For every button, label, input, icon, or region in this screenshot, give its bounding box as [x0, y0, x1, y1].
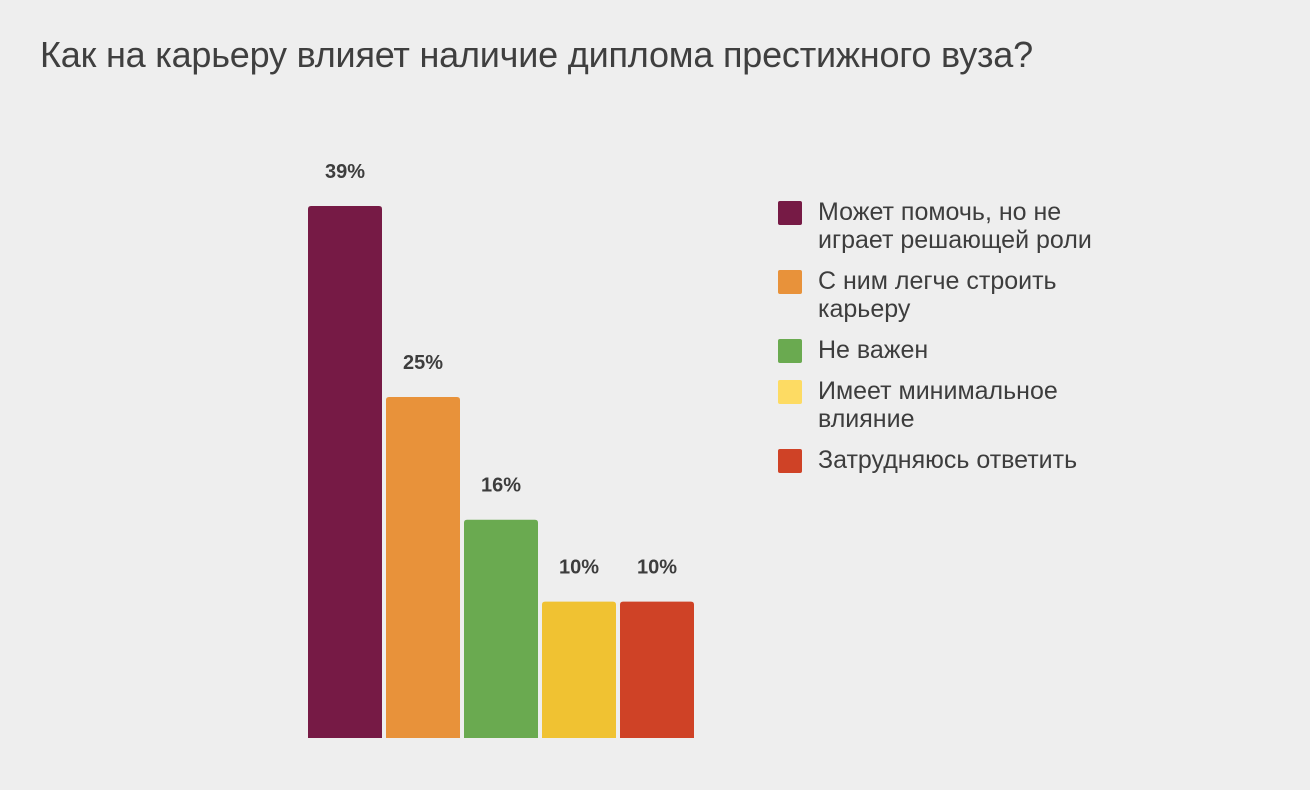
legend-item: Затрудняюсь ответить	[778, 446, 1108, 474]
legend-label: С ним легче строить карьеру	[818, 267, 1057, 323]
bar-4	[542, 601, 616, 738]
legend-label: Может помочь, но не играет решающей роли	[818, 198, 1092, 254]
legend-swatch	[778, 339, 802, 363]
data-labels-group: 39% 25% 16% 10% 10%	[325, 161, 677, 579]
data-label-1: 39%	[325, 161, 365, 183]
legend-item: Имеет минимальное влияние	[778, 377, 1108, 433]
chart-title: Как на карьеру влияет наличие диплома пр…	[40, 34, 1033, 75]
bars-group	[308, 206, 694, 738]
bar-3	[464, 519, 538, 738]
bar-2	[386, 396, 460, 738]
data-label-3: 16%	[481, 475, 521, 497]
bar-5	[620, 601, 694, 738]
data-label-2: 25%	[403, 352, 443, 374]
chart-legend: Может помочь, но не играет решающей роли…	[778, 198, 1108, 487]
data-label-5: 10%	[637, 557, 677, 579]
bar-1	[308, 206, 382, 738]
legend-item: Может помочь, но не играет решающей роли	[778, 198, 1108, 254]
legend-swatch	[778, 380, 802, 404]
legend-label: Не важен	[818, 336, 929, 364]
legend-item: Не важен	[778, 336, 1108, 364]
legend-item: С ним легче строить карьеру	[778, 267, 1108, 323]
legend-label: Имеет минимальное влияние	[818, 377, 1058, 433]
legend-swatch	[778, 201, 802, 225]
legend-swatch	[778, 270, 802, 294]
legend-swatch	[778, 449, 802, 473]
data-label-4: 10%	[559, 557, 599, 579]
legend-label: Затрудняюсь ответить	[818, 446, 1078, 474]
